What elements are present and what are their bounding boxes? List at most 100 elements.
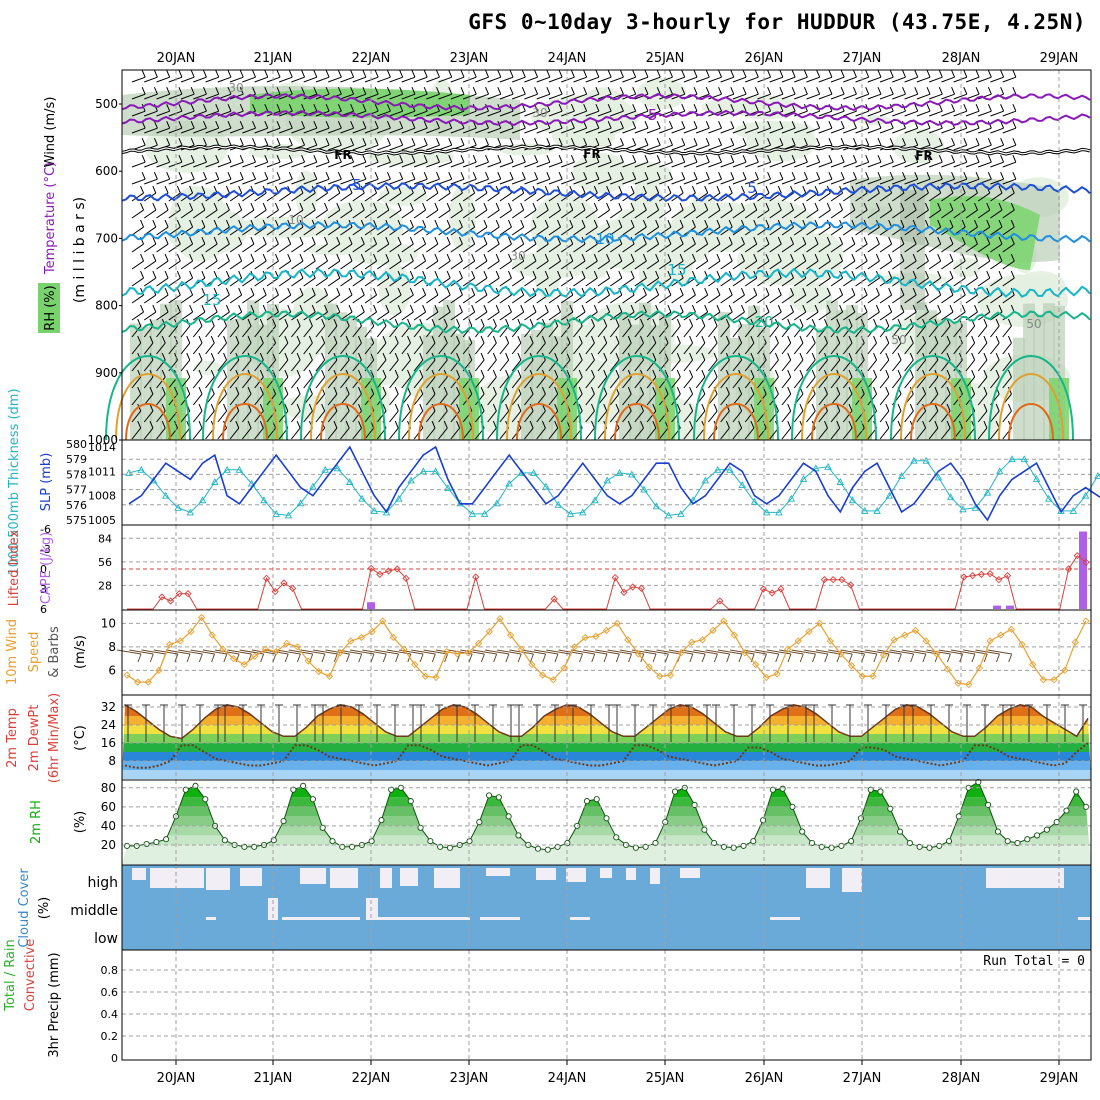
rh2m-point: [926, 844, 933, 851]
wind-barb-flag: [1010, 185, 1015, 194]
wind10-point: [688, 638, 696, 646]
wind-barb: [413, 192, 426, 202]
wind10-point: [1018, 640, 1026, 649]
wind-barb: [585, 127, 600, 134]
wind-barb-flag: [669, 104, 673, 112]
wind-barb: [450, 393, 460, 406]
wind-barb: [303, 243, 316, 253]
wind-barb: [843, 192, 856, 202]
wind-barb-flag: [803, 138, 808, 146]
wind-barb: [524, 226, 537, 236]
wind-barb-flag: [225, 185, 230, 194]
wind-barb-flag: [558, 87, 563, 95]
wind-barb: [143, 260, 157, 270]
wind-barb-flag: [324, 304, 328, 313]
wind-barb-flag: [983, 386, 988, 395]
wind-barb-flag: [885, 386, 890, 395]
wind-barb: [499, 243, 512, 253]
wind-barb: [610, 192, 623, 202]
wind-barb: [744, 325, 755, 338]
wind-barb: [830, 161, 845, 168]
wind-barb-flag: [961, 185, 966, 194]
wind-barb: [303, 325, 313, 338]
wind-barb-flag: [436, 155, 440, 163]
wind-barb-flag: [443, 386, 448, 395]
wind-barb: [462, 427, 473, 440]
wind-barb-flag: [971, 369, 976, 378]
wind-barb: [143, 376, 154, 389]
wind-barb: [426, 110, 440, 117]
wind-barb-flag: [583, 155, 588, 163]
wind-barb-flag: [877, 87, 882, 95]
wind-barb-flag: [140, 287, 145, 296]
wind-barb: [843, 311, 856, 321]
wind-barb-flag: [471, 287, 476, 296]
wind-barb-flag: [753, 253, 758, 262]
rh2m-point: [133, 842, 140, 849]
wind-barb: [536, 76, 551, 83]
isotherm-20-diurnal: [105, 355, 191, 441]
wind-barb: [487, 410, 497, 423]
wind-barb-flag: [777, 253, 782, 262]
wind-barb-flag: [409, 236, 414, 245]
wind-barb: [168, 410, 178, 423]
wind-barb-flag: [803, 172, 808, 180]
rh2m-point: [554, 843, 561, 850]
wind-barb: [646, 243, 659, 253]
wind-barb: [671, 342, 681, 355]
wind-barb-flag: [210, 403, 215, 412]
wind-barb: [425, 427, 436, 440]
wind-barb-flag: [644, 70, 649, 78]
wind-barb: [683, 325, 693, 338]
wind-barb: [291, 161, 305, 168]
wind-barb: [536, 342, 546, 355]
wind10-barb-flag: [296, 653, 301, 663]
wind-barb-flag: [299, 202, 304, 211]
wind10-point: [858, 672, 866, 680]
wind-barb-flag: [716, 270, 721, 279]
wind-barb: [303, 178, 318, 185]
wind-barb: [376, 410, 387, 423]
thickness-point: [554, 500, 562, 508]
wind-barb: [806, 359, 816, 372]
wind-barb: [965, 243, 978, 253]
wind-barb: [168, 76, 183, 83]
wind-barb-flag: [679, 304, 684, 313]
wind-barb-flag: [276, 104, 281, 112]
wind-barb-flag: [644, 138, 649, 146]
wind-barb-flag: [885, 335, 890, 344]
wind-barb-flag: [544, 202, 549, 211]
wind-barb-flag: [619, 155, 624, 163]
wind-barb-flag: [443, 420, 448, 429]
wind-barb: [806, 342, 816, 355]
wind-barb: [916, 178, 931, 185]
wind-barb: [769, 260, 782, 270]
wind-barb-flag: [924, 304, 929, 313]
wind-barb: [217, 76, 232, 83]
wind-barb: [499, 76, 514, 83]
wind-barb-flag: [480, 335, 485, 344]
wind-barb-flag: [259, 386, 264, 395]
wind-barb: [401, 127, 416, 134]
wind-barb: [646, 311, 659, 321]
wind-barb: [217, 161, 232, 168]
wind-barb-flag: [791, 87, 796, 95]
wind-barb: [278, 243, 292, 253]
wind-barb-flag: [247, 318, 252, 327]
wind-barb-flag: [521, 70, 526, 78]
wind-barb-flag: [779, 121, 784, 129]
thickness-point: [910, 456, 918, 464]
wind-barb-flag: [198, 420, 203, 429]
wind-barb: [168, 260, 181, 270]
wind-barb: [376, 294, 390, 304]
wind-barb-flag: [520, 270, 525, 279]
cloud-gap-low: [206, 917, 216, 920]
wind-barb: [193, 127, 207, 134]
wind-barb: [573, 325, 583, 338]
lifted-index-point: [829, 576, 837, 584]
wind-barb: [462, 76, 477, 83]
wind-barb: [573, 127, 587, 134]
rh2m-point: [720, 843, 727, 850]
wind-barb: [131, 178, 146, 185]
rh-column: [836, 309, 848, 450]
